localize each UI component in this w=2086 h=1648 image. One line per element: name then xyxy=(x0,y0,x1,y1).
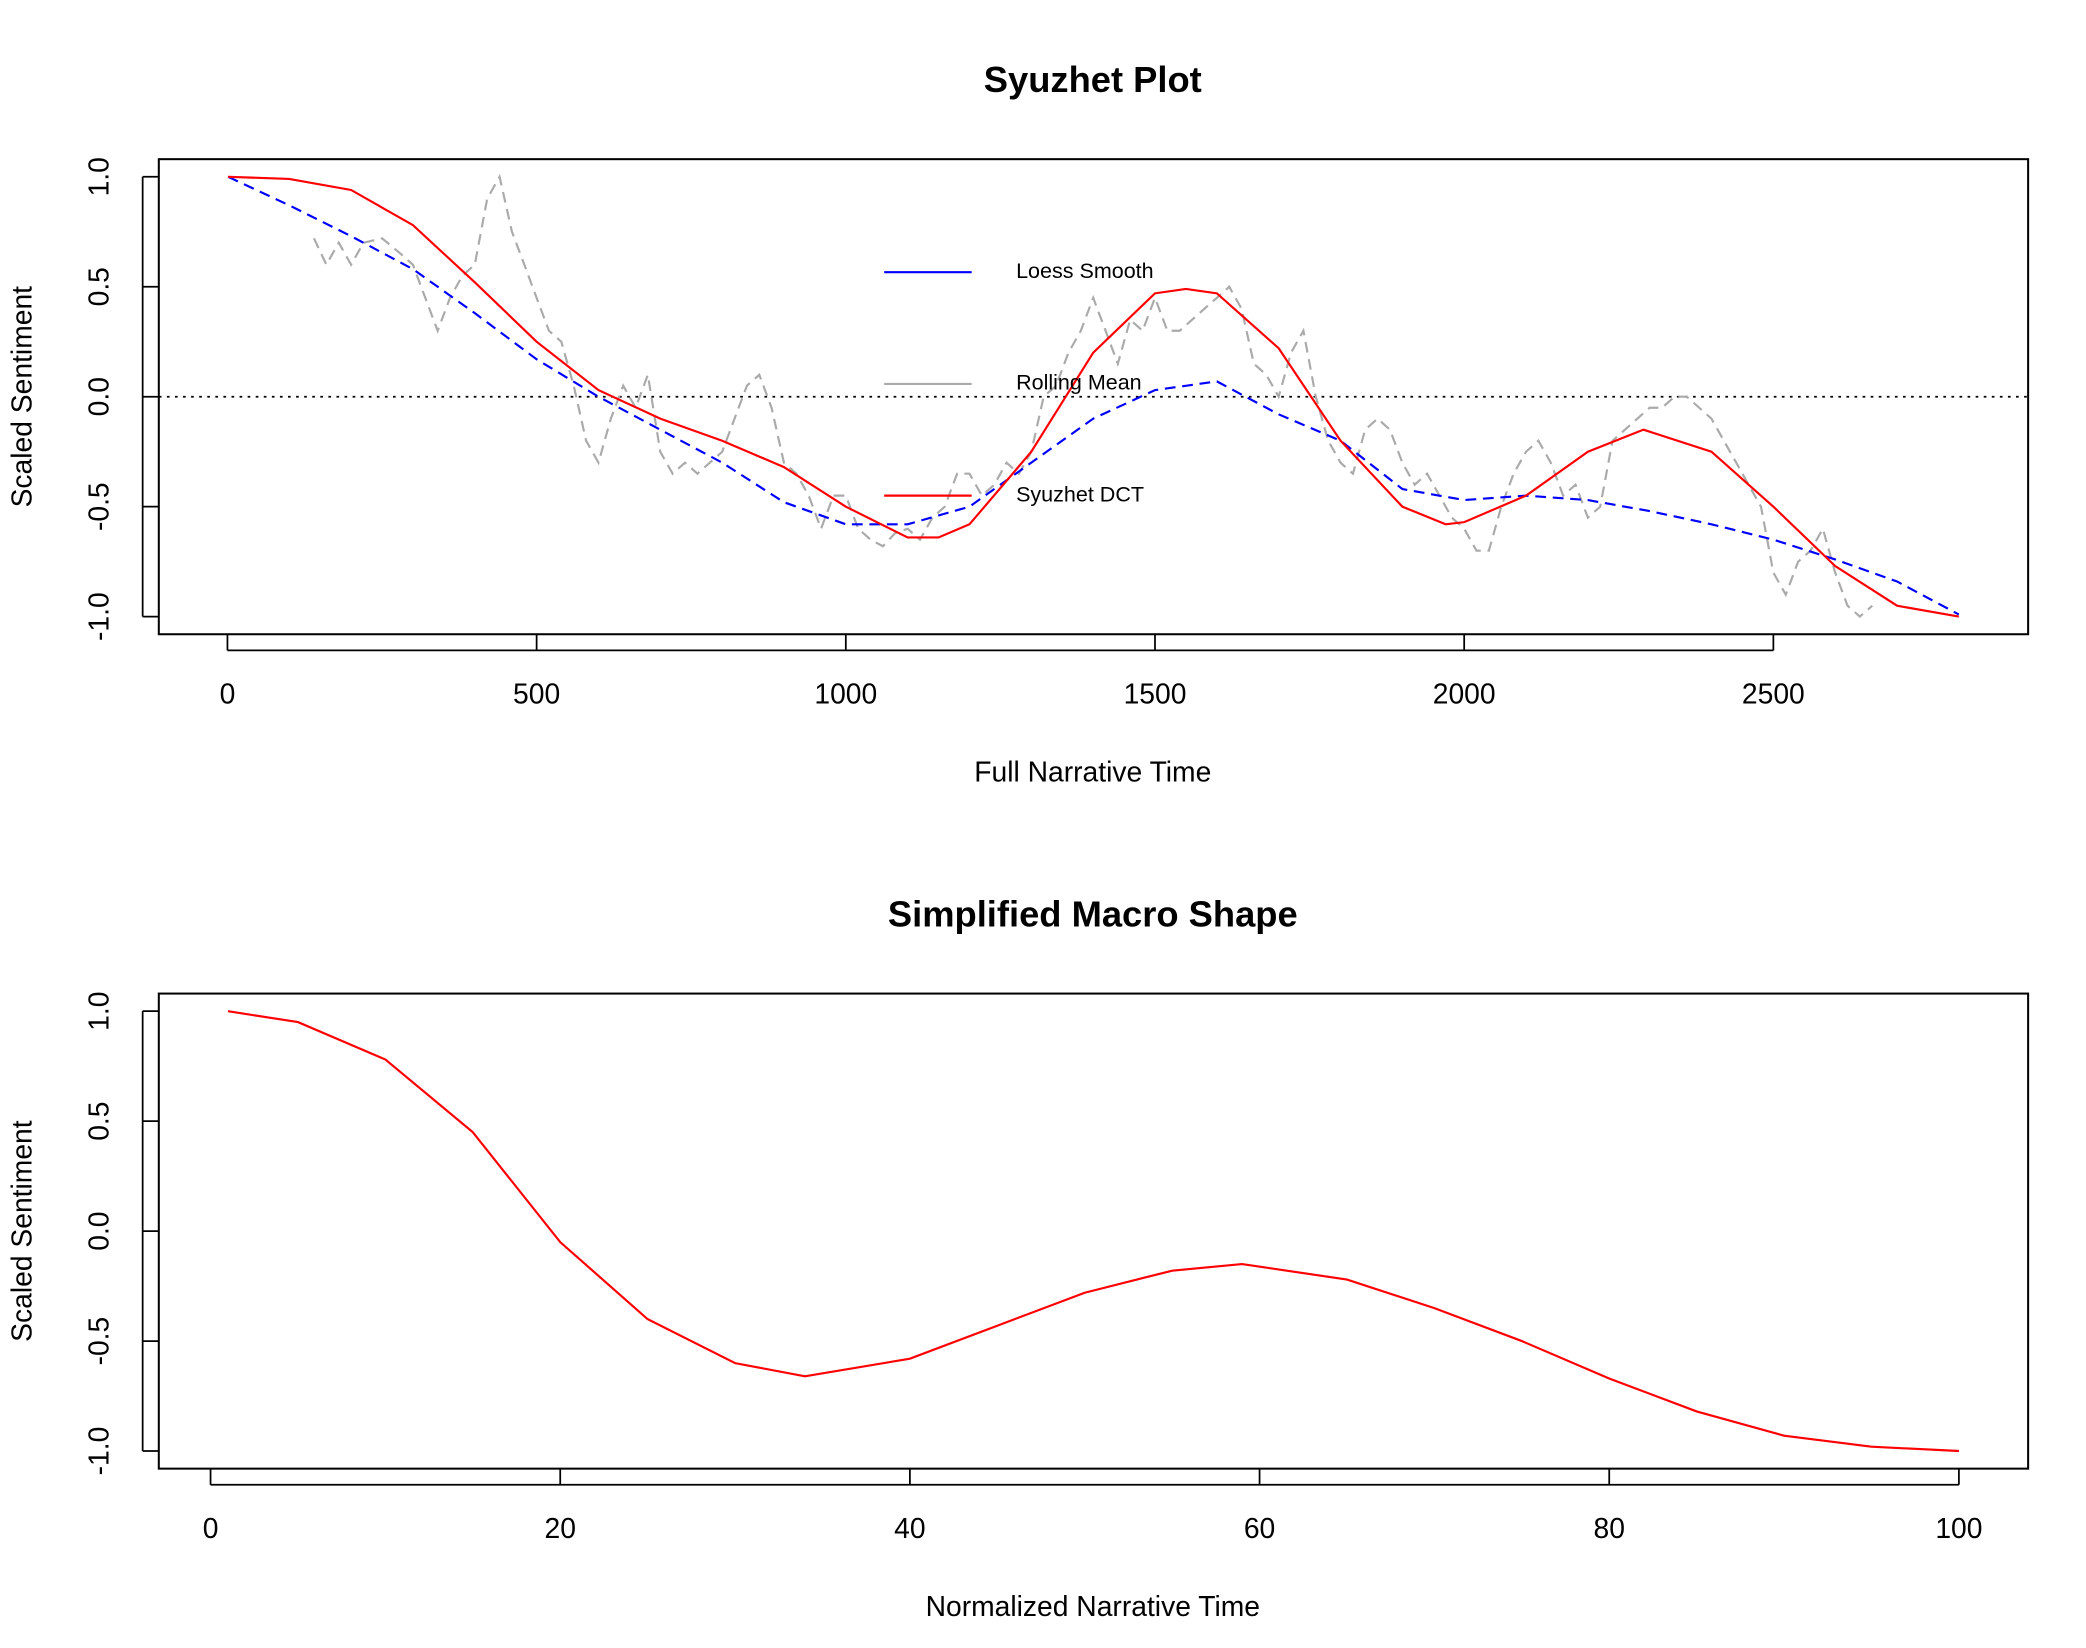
x-tick-label: 0 xyxy=(203,1512,219,1544)
y-tick-label: -1.0 xyxy=(82,592,114,641)
x-tick-label: 40 xyxy=(894,1512,925,1544)
x-axis-label: Full Narrative Time xyxy=(974,756,1211,788)
series-line xyxy=(313,173,1873,619)
x-tick-label: 1000 xyxy=(814,678,877,710)
y-tick-label: 1.0 xyxy=(82,157,114,196)
chart-title: Simplified Macro Shape xyxy=(888,893,1298,934)
x-tick-label: 2500 xyxy=(1742,678,1805,710)
legend-label: Rolling Mean xyxy=(1016,371,1142,395)
y-tick-label: -0.5 xyxy=(82,1317,114,1366)
y-tick-label: -1.0 xyxy=(82,1427,114,1476)
x-tick-label: 2000 xyxy=(1433,678,1496,710)
y-axis-label: Scaled Sentiment xyxy=(6,1120,38,1342)
x-tick-label: 80 xyxy=(1594,1512,1625,1544)
plot-frame xyxy=(157,992,2030,1470)
chart-title: Syuzhet Plot xyxy=(984,59,1202,100)
y-tick-label: 0.0 xyxy=(82,1211,114,1250)
y-tick-label: 0.0 xyxy=(82,377,114,416)
y-tick-label: 0.5 xyxy=(82,267,114,306)
x-tick-label: 0 xyxy=(220,678,236,710)
y-axis-label: Scaled Sentiment xyxy=(6,286,38,508)
y-tick-label: -0.5 xyxy=(82,482,114,531)
legend-label: Loess Smooth xyxy=(1016,259,1154,283)
x-tick-label: 100 xyxy=(1935,1512,1982,1544)
x-tick-label: 60 xyxy=(1244,1512,1275,1544)
x-tick-label: 20 xyxy=(545,1512,576,1544)
series-line xyxy=(227,175,1960,616)
series-line xyxy=(228,175,1960,618)
plot-frame xyxy=(157,158,2030,636)
legend-label: Syuzhet DCT xyxy=(1016,482,1144,506)
x-axis-label: Normalized Narrative Time xyxy=(926,1590,1260,1622)
x-tick-label: 1500 xyxy=(1124,678,1187,710)
series-line xyxy=(227,1010,1960,1453)
y-tick-label: 0.5 xyxy=(82,1101,114,1140)
x-tick-label: 500 xyxy=(513,678,560,710)
y-tick-label: 1.0 xyxy=(82,992,114,1031)
